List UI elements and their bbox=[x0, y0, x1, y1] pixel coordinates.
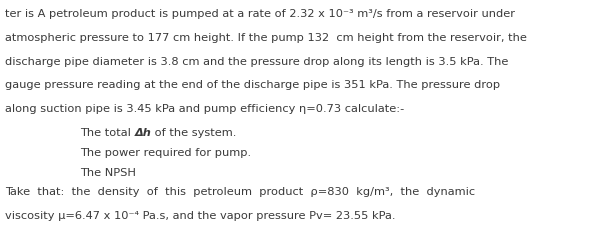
Text: The power required for pump.: The power required for pump. bbox=[80, 147, 251, 157]
Text: Take  that:  the  density  of  this  petroleum  product  ρ=830  kg/m³,  the  dyn: Take that: the density of this petroleum… bbox=[5, 187, 475, 197]
Text: Δh: Δh bbox=[134, 127, 151, 137]
Text: along suction pipe is 3.45 kPa and pump efficiency η=0.73 calculate:-: along suction pipe is 3.45 kPa and pump … bbox=[5, 104, 404, 114]
Text: The NPSH: The NPSH bbox=[80, 167, 136, 177]
Text: atmospheric pressure to 177 cm height. If the pump 132  cm height from the reser: atmospheric pressure to 177 cm height. I… bbox=[5, 33, 527, 42]
Text: The total: The total bbox=[80, 127, 134, 137]
Text: viscosity μ=6.47 x 10⁻⁴ Pa.s, and the vapor pressure Pv= 23.55 kPa.: viscosity μ=6.47 x 10⁻⁴ Pa.s, and the va… bbox=[5, 210, 395, 220]
Text: of the system.: of the system. bbox=[151, 127, 236, 137]
Text: ter is A petroleum product is pumped at a rate of 2.32 x 10⁻³ m³/s from a reserv: ter is A petroleum product is pumped at … bbox=[5, 9, 515, 19]
Text: discharge pipe diameter is 3.8 cm and the pressure drop along its length is 3.5 : discharge pipe diameter is 3.8 cm and th… bbox=[5, 56, 508, 66]
Text: gauge pressure reading at the end of the discharge pipe is 351 kPa. The pressure: gauge pressure reading at the end of the… bbox=[5, 80, 500, 90]
